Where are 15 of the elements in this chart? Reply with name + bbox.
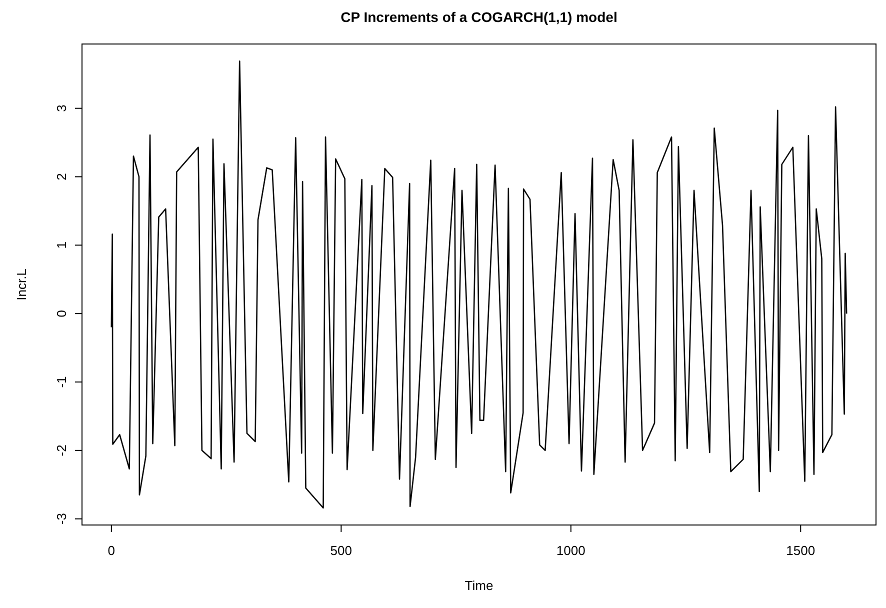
x-axis-title: Time [464,578,494,593]
y-tick-label: -3 [54,513,69,525]
y-tick-label: -1 [54,376,69,388]
y-axis-title: Incr.L [14,268,29,300]
y-tick-label: -2 [54,444,69,456]
x-tick-label: 1000 [556,543,586,558]
chart-title: CP Increments of a COGARCH(1,1) model [340,9,618,25]
x-tick-label: 500 [330,543,352,558]
y-tick-label: 0 [54,310,69,318]
x-tick-label: 0 [108,543,116,558]
line-series [110,60,848,509]
y-tick-label: 1 [54,242,69,249]
x-tick-label: 1500 [786,543,816,558]
y-tick-label: 2 [54,173,69,180]
y-tick-label: 3 [54,104,69,112]
